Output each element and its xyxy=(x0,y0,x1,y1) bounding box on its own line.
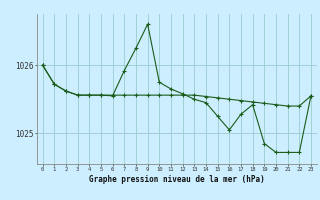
X-axis label: Graphe pression niveau de la mer (hPa): Graphe pression niveau de la mer (hPa) xyxy=(89,175,265,184)
